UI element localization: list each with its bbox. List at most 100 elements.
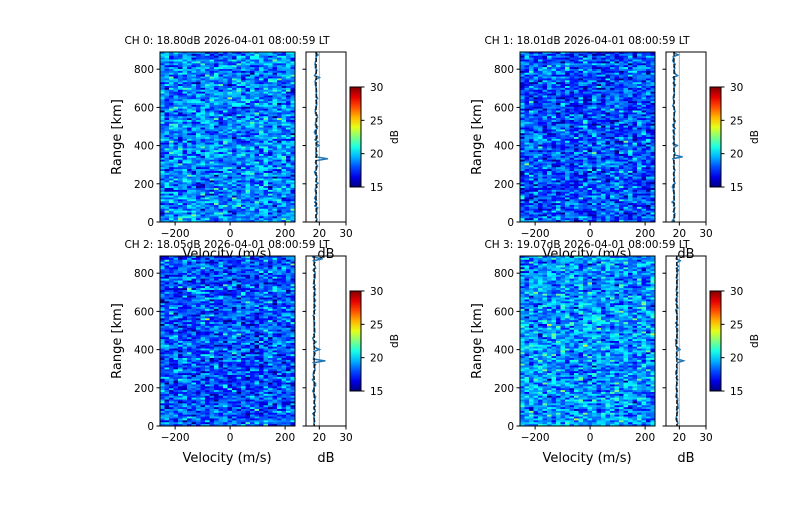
heatmap-cell xyxy=(169,90,174,92)
heatmap-cell xyxy=(219,177,224,179)
heatmap-cell xyxy=(210,216,215,218)
heatmap-cell xyxy=(178,190,183,192)
heatmap-cell xyxy=(637,94,642,96)
heatmap-cell xyxy=(246,143,251,145)
heatmap-cell xyxy=(552,158,557,160)
heatmap-cell xyxy=(552,56,557,58)
heatmap-cell xyxy=(246,54,251,56)
heatmap-cell xyxy=(192,169,197,171)
heatmap-cell xyxy=(570,177,575,179)
heatmap-cell xyxy=(178,148,183,150)
heatmap-cell xyxy=(174,118,179,120)
heatmap-cell xyxy=(178,109,183,111)
heatmap-cell xyxy=(574,71,579,73)
heatmap-cell xyxy=(237,111,242,113)
heatmap-cell xyxy=(255,167,260,169)
heatmap-cell xyxy=(273,126,278,128)
heatmap-cell xyxy=(228,67,233,69)
heatmap-cell xyxy=(588,105,593,107)
heatmap-cell xyxy=(583,177,588,179)
heatmap-cell xyxy=(192,162,197,164)
heatmap-cell xyxy=(520,139,525,141)
heatmap-cell xyxy=(529,167,534,169)
heatmap-cell xyxy=(606,94,611,96)
heatmap-cell xyxy=(219,109,224,111)
heatmap-cell xyxy=(160,165,165,167)
heatmap-cell xyxy=(610,65,615,67)
heatmap-cell xyxy=(255,192,260,194)
heatmap-cell xyxy=(223,71,228,73)
heatmap-cell xyxy=(210,95,215,97)
heatmap-cell xyxy=(183,158,188,160)
panel-ch1: CH 1: 18.01dB 2026-04-01 08:00:59 LT−200… xyxy=(470,35,761,262)
heatmap-cell xyxy=(534,131,539,133)
heatmap-cell xyxy=(556,114,561,116)
heatmap-cell xyxy=(637,97,642,99)
heatmap-cell xyxy=(637,90,642,92)
heatmap-cell xyxy=(561,171,566,173)
heatmap-cell xyxy=(597,175,602,177)
heatmap-cell xyxy=(165,118,170,120)
heatmap-cell xyxy=(255,133,260,135)
heatmap-cell xyxy=(556,103,561,105)
heatmap-cell xyxy=(165,116,170,118)
heatmap-cell xyxy=(624,80,629,82)
heatmap-cell xyxy=(183,99,188,101)
heatmap-cell xyxy=(223,203,228,205)
heatmap-cell xyxy=(561,56,566,58)
heatmap-cell xyxy=(597,82,602,84)
heatmap-cell xyxy=(205,122,210,124)
heatmap-cell xyxy=(543,97,548,99)
heatmap-cell xyxy=(223,169,228,171)
heatmap-cell xyxy=(610,95,615,97)
heatmap-cell xyxy=(246,197,251,199)
heatmap-cell xyxy=(642,126,647,128)
heatmap-cell xyxy=(201,71,206,73)
heatmap-cell xyxy=(196,160,201,162)
heatmap-cell xyxy=(574,107,579,109)
heatmap-cell xyxy=(201,94,206,96)
heatmap-cell xyxy=(165,180,170,182)
heatmap-cell xyxy=(223,78,228,80)
heatmap-cell xyxy=(574,84,579,86)
heatmap-cell xyxy=(250,180,255,182)
heatmap-cell xyxy=(601,133,606,135)
heatmap-cell xyxy=(201,213,206,215)
heatmap-cell xyxy=(601,92,606,94)
heatmap-cell xyxy=(241,207,246,209)
heatmap-cell xyxy=(624,135,629,137)
heatmap-cell xyxy=(534,124,539,126)
heatmap-cell xyxy=(286,114,291,116)
heatmap-cell xyxy=(174,126,179,128)
heatmap-cell xyxy=(201,182,206,184)
heatmap-cell xyxy=(273,131,278,133)
heatmap-cell xyxy=(570,75,575,77)
heatmap-cell xyxy=(534,143,539,145)
heatmap-cell xyxy=(210,211,215,213)
heatmap-cell xyxy=(273,63,278,65)
heatmap-cell xyxy=(201,99,206,101)
heatmap-cell xyxy=(223,190,228,192)
heatmap-cell xyxy=(264,141,269,143)
heatmap-cell xyxy=(196,77,201,79)
heatmap-cell xyxy=(201,199,206,201)
heatmap-cell xyxy=(196,152,201,154)
heatmap-cell xyxy=(228,199,233,201)
heatmap-cell xyxy=(565,58,570,60)
heatmap-cell xyxy=(273,80,278,82)
heatmap-cell xyxy=(183,190,188,192)
heatmap-cell xyxy=(592,163,597,165)
heatmap-cell xyxy=(241,71,246,73)
heatmap-cell xyxy=(268,154,273,156)
heatmap-cell xyxy=(583,65,588,67)
heatmap-cell xyxy=(264,60,269,62)
heatmap-cell xyxy=(160,201,165,203)
heatmap-cell xyxy=(547,63,552,65)
heatmap-cell xyxy=(237,94,242,96)
heatmap-cell xyxy=(192,194,197,196)
heatmap-cell xyxy=(534,169,539,171)
heatmap-cell xyxy=(646,71,651,73)
heatmap-cell xyxy=(192,152,197,154)
heatmap-cell xyxy=(160,99,165,101)
heatmap-cell xyxy=(628,60,633,62)
